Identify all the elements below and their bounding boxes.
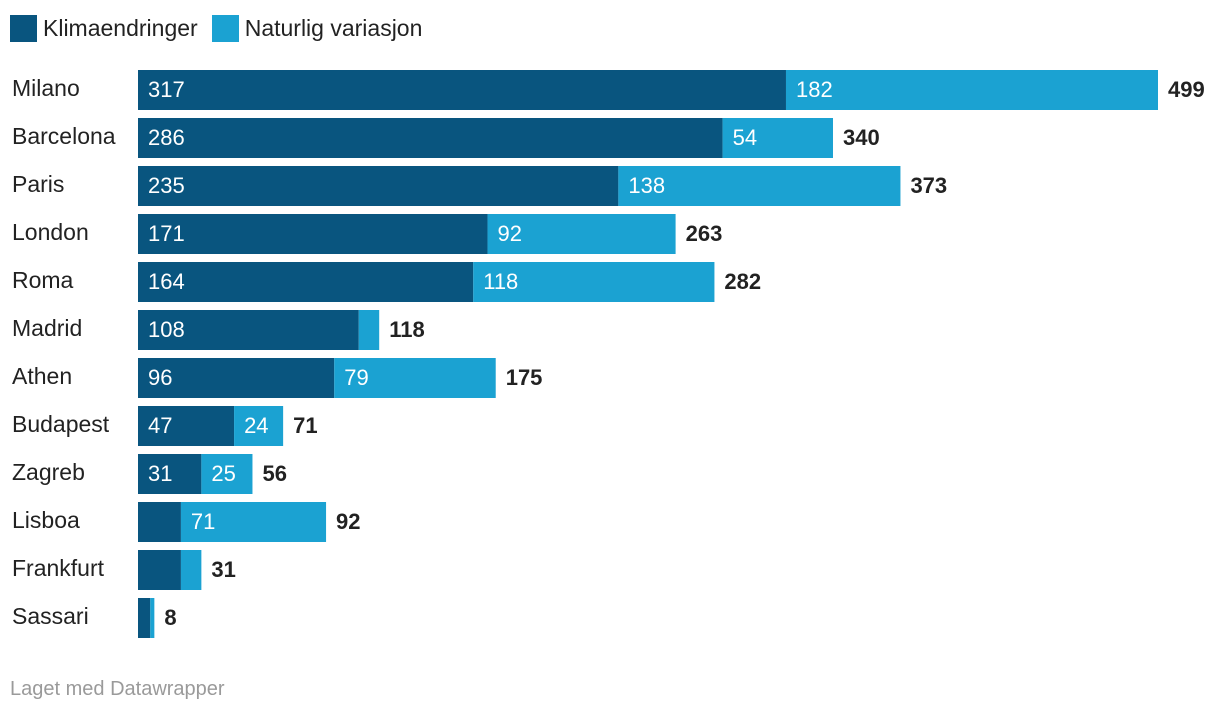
category-label-lisboa: Lisboa: [12, 507, 80, 533]
value-label-barcelona-series-2: 54: [733, 125, 757, 150]
bar-madrid-series-2: [358, 310, 380, 350]
value-label-paris-series-1: 235: [148, 173, 185, 198]
total-label-frankfurt: 31: [211, 557, 235, 582]
category-label-madrid: Madrid: [12, 315, 82, 341]
bar-athen-series-2: [334, 358, 496, 398]
value-label-milano-series-1: 317: [148, 77, 185, 102]
bar-barcelona-series-1: [138, 118, 723, 158]
category-label-budapest: Budapest: [12, 411, 110, 437]
legend-label-klimaendringer: Klimaendringer: [43, 14, 198, 41]
bar-budapest-series-2: [234, 406, 284, 446]
bar-roma-series-1: [138, 262, 474, 302]
category-label-zagreb: Zagreb: [12, 459, 85, 485]
total-label-athen: 175: [506, 365, 543, 390]
value-label-london-series-1: 171: [148, 221, 185, 246]
category-label-frankfurt: Frankfurt: [12, 555, 105, 581]
total-label-lisboa: 92: [336, 509, 360, 534]
legend-swatch-klimaendringer: [10, 14, 37, 42]
value-label-milano-series-2: 182: [796, 77, 833, 102]
bar-madrid-series-1: [138, 310, 359, 350]
value-label-lisboa-series-2: 71: [191, 509, 215, 534]
value-label-zagreb-series-1: 31: [148, 461, 172, 486]
category-label-athen: Athen: [12, 363, 72, 389]
bar-zagreb-series-2: [201, 454, 253, 494]
bar-roma-series-2: [473, 262, 715, 302]
total-label-barcelona: 340: [843, 125, 880, 150]
bar-budapest-series-1: [138, 406, 235, 446]
bar-frankfurt-series-2: [180, 550, 202, 590]
stacked-bar-chart: Milano 317 182 499 Barcelona 286 54 340 Paris 235…: [12, 70, 1205, 638]
total-label-madrid: 118: [389, 317, 425, 342]
total-label-sassari: 8: [164, 605, 176, 630]
bar-milano-series-2: [785, 70, 1158, 110]
bar-lisboa-series-1: [138, 502, 181, 542]
value-label-zagreb-series-2: 25: [211, 461, 235, 486]
bar-london-series-1: [138, 214, 488, 254]
legend-swatch-naturlig-variasjon: [211, 14, 239, 42]
value-label-paris-series-2: 138: [628, 173, 665, 198]
category-label-milano: Milano: [12, 75, 80, 101]
bar-paris-series-1: [138, 166, 619, 206]
category-label-sassari: Sassari: [12, 603, 89, 629]
legend-label-naturlig-variasjon: Naturlig variasjon: [244, 14, 423, 41]
value-label-budapest-series-2: 24: [244, 413, 268, 438]
bar-london-series-2: [487, 214, 676, 254]
total-label-zagreb: 56: [262, 461, 286, 486]
total-label-paris: 373: [910, 173, 947, 198]
value-label-roma-series-2: 118: [483, 269, 518, 294]
total-label-roma: 282: [724, 269, 761, 294]
total-label-london: 263: [686, 221, 723, 246]
bar-lisboa-series-2: [180, 502, 327, 542]
value-label-london-series-2: 92: [498, 221, 522, 246]
value-label-athen-series-2: 79: [344, 365, 368, 390]
value-label-athen-series-1: 96: [148, 365, 172, 390]
value-label-madrid-series-1: 108: [148, 317, 185, 342]
category-label-roma: Roma: [12, 267, 74, 293]
bar-sassari-series-1: [138, 598, 151, 638]
value-label-barcelona-series-1: 286: [148, 125, 185, 150]
footer-credit: Laget med Datawrapper: [10, 678, 225, 700]
chart-legend: Klimaendringer Naturlig variasjon: [10, 12, 436, 44]
bar-milano-series-1: [138, 70, 786, 110]
category-label-paris: Paris: [12, 171, 64, 197]
total-label-budapest: 71: [293, 413, 317, 438]
legend-item-klimaendringer: Klimaendringer: [10, 14, 198, 42]
bar-sassari-series-2: [150, 598, 155, 638]
bar-barcelona-series-2: [722, 118, 833, 158]
category-label-london: London: [12, 219, 89, 245]
bar-frankfurt-series-1: [138, 550, 181, 590]
category-label-barcelona: Barcelona: [12, 123, 116, 149]
bar-zagreb-series-1: [138, 454, 202, 494]
total-label-milano: 499: [1168, 77, 1205, 102]
legend-item-naturlig-variasjon: Naturlig variasjon: [211, 14, 423, 42]
value-label-roma-series-1: 164: [148, 269, 185, 294]
value-label-budapest-series-1: 47: [148, 413, 172, 438]
bar-athen-series-1: [138, 358, 335, 398]
bar-paris-series-2: [618, 166, 901, 206]
